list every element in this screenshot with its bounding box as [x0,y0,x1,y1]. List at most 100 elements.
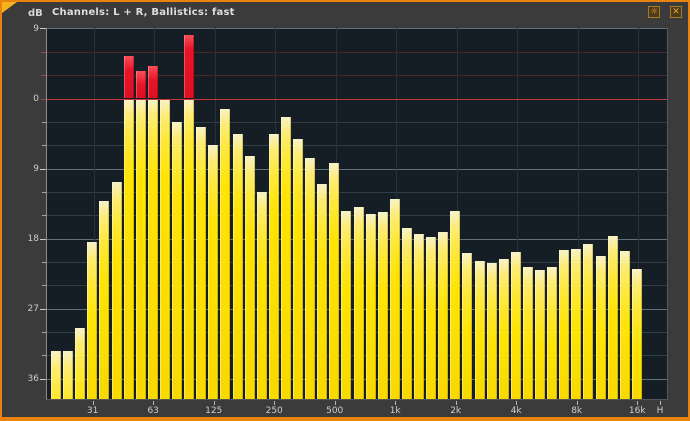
spectrum-bar [256,191,267,399]
spectrum-bar [293,138,303,399]
spectrum-bar [317,184,328,399]
spectrum-bar [426,236,437,399]
gear-icon: ☼ [649,6,659,17]
spectrum-bar [595,255,606,399]
spectrum-bar-clip-segment [184,34,195,99]
spectrum-bar [389,198,400,399]
db-axis-tick [42,145,46,147]
db-unit-label: dB [28,8,43,19]
frequency-axis-tick [455,401,457,405]
spectrum-bar [268,134,279,399]
spectrum-bar [353,206,364,399]
spectrum-bar [63,351,74,399]
spectrum-bar [486,263,497,399]
spectrum-bar [305,157,316,399]
db-axis-tick [42,331,46,333]
settings-button[interactable]: ☼ [648,6,660,18]
gridline-minor [47,121,667,123]
frequency-axis-tick [637,401,639,405]
db-axis-tick [41,98,46,100]
spectrum-bar [414,233,424,399]
frequency-axis-label: H [656,406,664,416]
db-axis-tick [40,308,46,310]
db-axis-label: 9 [33,23,39,34]
spectrum-bar [607,236,618,399]
frequency-axis-tick [213,401,215,405]
spectrum-bar [571,248,582,399]
frequency-axis-tick [274,401,276,405]
spectrum-bar [498,258,509,399]
spectrum-plot-area [46,28,668,400]
db-axis-tick [40,238,46,240]
frequency-axis-label: 16k [628,406,646,416]
frequency-axis-label: 31 [86,406,99,416]
db-axis-label: 0 [33,93,39,104]
frequency-axis-label: 2k [450,406,462,416]
frequency-axis-label: 63 [147,406,159,416]
db-axis-label: 27 [27,303,39,314]
db-axis-tick [42,215,46,217]
spectrum-bar [510,251,521,399]
gridline-minor-above-zero [47,75,667,77]
db-axis-label: 36 [27,373,39,384]
frequency-axis-tick [576,401,578,405]
spectrum-bar [559,250,570,399]
db-axis-tick [42,355,46,357]
spectrum-bar [535,269,545,399]
spectrum-bar [75,327,86,399]
db-axis-label: 9 [33,163,39,174]
close-button[interactable]: ✕ [670,6,682,18]
corner-fold-decoration [2,2,17,13]
spectrum-bar [99,201,110,399]
spectrum-bar [172,121,182,399]
frequency-axis-label: 250 [265,406,283,416]
db-axis: 9 0 9 18 27 36 [2,24,46,400]
spectrum-bar [280,117,291,399]
frequency-axis-tick [516,401,518,405]
db-axis-tick [42,285,46,287]
spectrum-bar [232,133,243,399]
close-icon: ✕ [672,6,680,17]
gridline-minor [47,191,667,193]
frequency-axis-label: 1k [389,406,401,416]
spectrum-bar [583,243,594,399]
gridline-major [47,168,667,170]
spectrum-bar [111,181,122,399]
frequency-axis-label: 125 [205,406,223,416]
spectrum-bar [159,100,170,399]
spectrum-bar [87,242,98,399]
zero-db-line [47,98,667,100]
frequency-axis-tick [395,401,397,405]
spectrum-bar [51,351,61,399]
spectrum-bar-clip-segment [135,71,146,99]
gridline-major [47,28,667,30]
db-axis-tick [41,75,46,77]
spectrum-bar [220,109,231,399]
frequency-axis-tick [660,401,661,405]
frequency-axis: 31 63 125 250 500 1k 2k 4k 8k 16k H [2,400,688,417]
frequency-axis-label: 500 [326,406,344,416]
spectrum-bar [401,228,412,399]
db-axis-label: 18 [27,233,39,244]
titlebar: dB Channels: L + R, Ballistics: fast ☼ ✕ [2,2,688,26]
spectrum-bar [474,261,485,399]
db-axis-tick [41,51,46,53]
spectrum-bar [329,163,340,399]
spectrum-bar [208,145,219,399]
gridline-minor [47,145,667,147]
spectrum-bar [184,98,195,399]
spectrum-bar [619,250,630,399]
spectrum-bar [244,156,255,399]
db-axis-tick [42,121,46,123]
window-title: Channels: L + R, Ballistics: fast [52,7,235,18]
frequency-gridline [93,28,95,399]
db-axis-tick [42,261,46,263]
db-axis-tick [40,378,46,380]
frequency-gridline [577,28,579,399]
spectrum-bar [377,212,388,399]
spectrum-bar [196,126,207,399]
spectrum-bar [365,214,376,399]
spectrum-bar [450,210,461,399]
spectrum-bar [438,232,449,399]
